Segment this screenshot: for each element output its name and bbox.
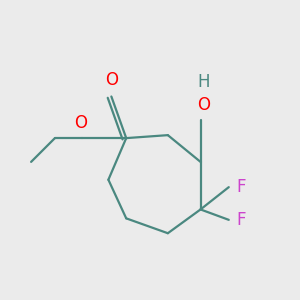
Text: O: O [197,96,210,114]
Text: O: O [105,71,118,89]
Text: O: O [74,114,87,132]
Text: H: H [197,73,210,91]
Text: F: F [236,211,246,229]
Text: F: F [236,178,246,196]
